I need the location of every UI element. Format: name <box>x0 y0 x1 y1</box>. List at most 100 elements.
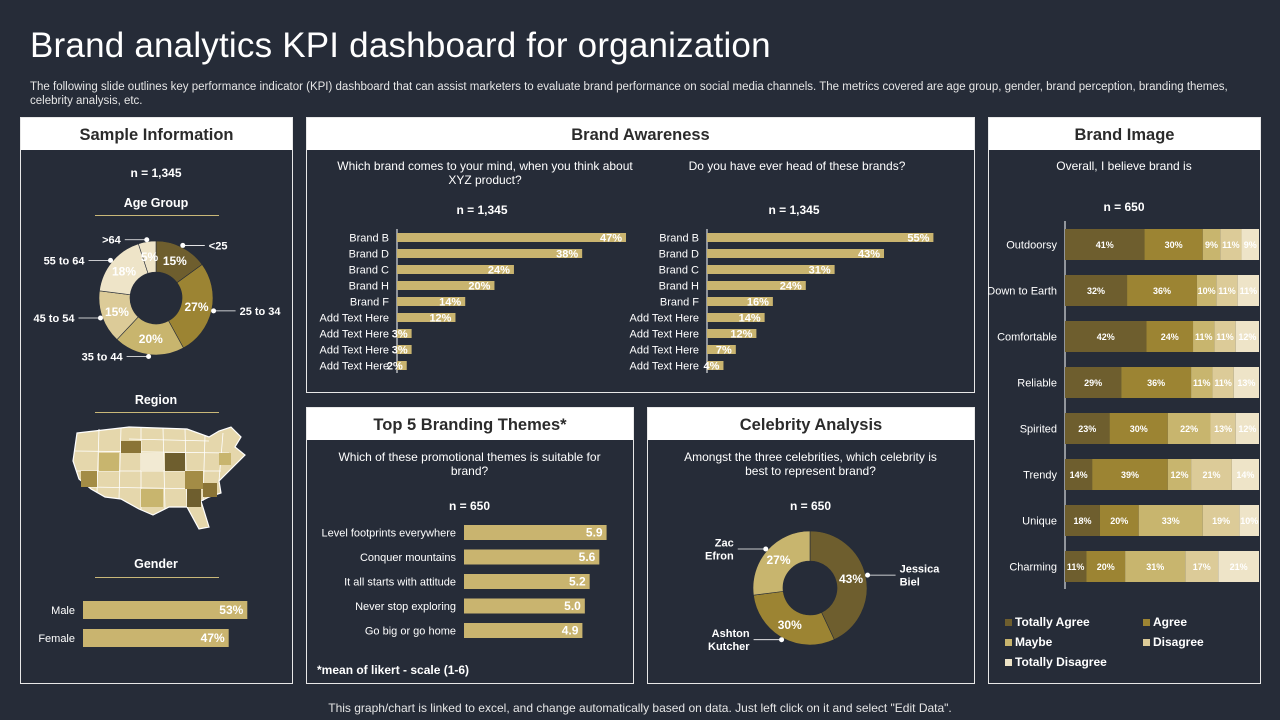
category-label: It all starts with attitude <box>344 577 456 589</box>
data-label: 18% <box>1073 516 1091 526</box>
data-label: 4.9 <box>562 624 579 638</box>
category-label: Add Text Here <box>319 313 389 325</box>
data-label: 27% <box>766 553 790 567</box>
awareness-question-heard: Do you have ever head of these brands? <box>688 159 906 173</box>
data-label: 5% <box>141 250 159 264</box>
data-label: 18% <box>112 265 136 279</box>
data-label: 2% <box>387 361 403 373</box>
stacked-segment <box>1065 459 1093 490</box>
stacked-segment <box>1099 505 1139 536</box>
stacked-segment <box>1233 367 1259 398</box>
data-label: 14% <box>739 313 761 325</box>
data-label: 11% <box>1214 378 1232 388</box>
data-label: 22% <box>1180 424 1198 434</box>
celebrity-question: Amongst the three celebrities, which cel… <box>684 450 937 478</box>
donut-slice <box>809 530 868 640</box>
data-label: 21% <box>1202 470 1220 480</box>
legend-maybe: Maybe <box>1005 635 1052 649</box>
donut-slice <box>753 591 835 646</box>
data-label: 31% <box>809 265 831 277</box>
data-label: 15% <box>105 305 129 319</box>
stacked-segment <box>1237 275 1259 306</box>
gender-divider <box>95 577 219 578</box>
bar <box>397 361 407 370</box>
data-label: 30% <box>1130 424 1148 434</box>
category-label: Brand F <box>350 297 389 309</box>
category-label: Brand B <box>349 233 389 245</box>
stacked-segment <box>1065 367 1122 398</box>
bar <box>397 265 514 274</box>
stacked-segment <box>1086 551 1126 582</box>
stacked-segment <box>1065 505 1100 536</box>
data-label: 13% <box>1214 424 1232 434</box>
data-label: 15% <box>163 254 187 268</box>
leader-dot <box>763 546 769 552</box>
category-label: Add Text Here <box>319 361 389 373</box>
bar <box>397 313 456 322</box>
sample-information-panel: Sample Information n = 1,345 Age Group 1… <box>20 117 293 684</box>
data-label: 53% <box>219 603 243 617</box>
stacked-segment <box>1216 275 1238 306</box>
category-label: Add Text Here <box>629 313 699 325</box>
data-label: 14% <box>439 297 461 309</box>
data-label: 20% <box>1110 516 1128 526</box>
category-label: Brand D <box>349 249 389 261</box>
data-label: 11% <box>1067 562 1085 572</box>
stacked-segment <box>1193 321 1215 352</box>
category-label: Brand H <box>659 281 699 293</box>
stacked-segment <box>1235 321 1259 352</box>
data-label: 12% <box>1238 332 1256 342</box>
stacked-segment <box>1121 367 1192 398</box>
data-label: 10% <box>1240 516 1258 526</box>
bar <box>464 623 583 638</box>
bar <box>707 297 773 306</box>
category-label: >64 <box>102 235 122 247</box>
category-label: Outdoorsy <box>1006 240 1057 252</box>
data-label: 32% <box>1087 286 1105 296</box>
bar <box>707 329 757 338</box>
brand-image-title: Brand Image <box>989 118 1260 150</box>
data-label: 17% <box>1193 562 1211 572</box>
stacked-segment <box>1065 413 1110 444</box>
data-label: 36% <box>1147 378 1165 388</box>
data-label: 38% <box>556 249 578 261</box>
page-subtitle: The following slide outlines key perform… <box>30 81 1228 107</box>
data-label: 20% <box>139 332 163 346</box>
stacked-segment <box>1214 321 1236 352</box>
data-label: 16% <box>747 297 769 309</box>
data-label: 24% <box>1161 332 1179 342</box>
data-label: 12% <box>1238 424 1256 434</box>
data-label: 5.6 <box>579 550 596 564</box>
data-label: 29% <box>1084 378 1102 388</box>
donut-slice <box>138 240 157 274</box>
bar <box>707 361 724 370</box>
awareness-recall-bar-chart: Brand B 47% Brand D 38% Brand C 24% Brand H 20%… <box>319 229 627 373</box>
data-label: 39% <box>1121 470 1139 480</box>
usa-map-highlight-states <box>81 441 231 507</box>
celebrity-n-label: n = 650 <box>789 499 832 513</box>
data-label: 47% <box>600 233 622 245</box>
data-label: 21% <box>1230 562 1248 572</box>
category-label: Comfortable <box>997 332 1057 344</box>
age-group-donut-chart: 15% <25 27% 25 to 34 20% 35 to 44 15% 45 to 54 1… <box>34 235 282 364</box>
sample-n-label: n = 1,345 <box>130 166 182 180</box>
brand-image-n-label: n = 650 <box>1103 200 1145 214</box>
bar <box>397 297 466 306</box>
stacked-segment <box>1218 551 1259 582</box>
stacked-segment <box>1231 459 1259 490</box>
page-title: Brand analytics KPI dashboard for organi… <box>30 26 771 65</box>
category-label: Add Text Here <box>319 345 389 357</box>
leader-dot <box>108 257 114 263</box>
stacked-segment <box>1065 229 1145 260</box>
awareness-heard-bar-chart: Brand B 55% Brand D 43% Brand C 31% Brand H 24%… <box>629 229 934 373</box>
region-divider <box>95 412 219 413</box>
bar <box>397 249 583 258</box>
bar <box>707 233 934 242</box>
data-label: 47% <box>201 631 225 645</box>
category-label: Charming <box>1009 562 1057 574</box>
data-label: 9% <box>1205 240 1218 250</box>
data-label: 27% <box>184 300 208 314</box>
category-label: Trendy <box>1023 470 1057 482</box>
donut-slice <box>168 264 214 349</box>
data-label: 11% <box>1218 286 1236 296</box>
